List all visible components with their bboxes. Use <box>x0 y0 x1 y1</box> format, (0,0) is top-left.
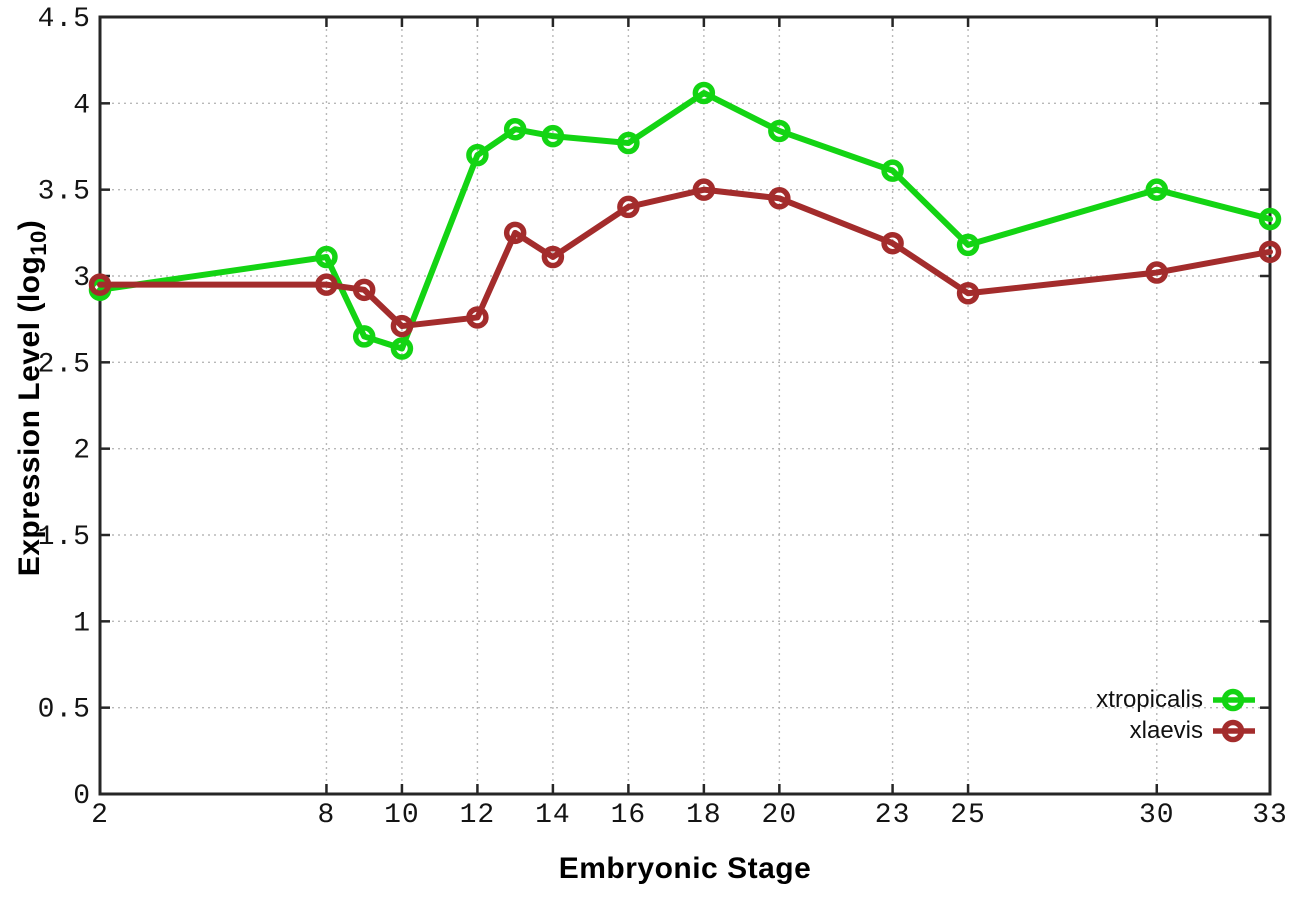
data-point-marker <box>466 306 489 329</box>
series-xtropicalis <box>88 81 1282 360</box>
data-point-marker <box>768 187 791 210</box>
x-tick-label: 14 <box>535 800 571 831</box>
y-tick-label: 3.5 <box>38 177 91 208</box>
y-tick-label: 2 <box>73 436 91 467</box>
data-point-marker <box>315 245 338 269</box>
y-tick-label: 4.5 <box>38 4 91 35</box>
data-point-marker <box>1145 261 1169 284</box>
series-xlaevis <box>88 178 1282 338</box>
y-tick-label: 2.5 <box>38 349 91 380</box>
data-point-marker <box>315 273 338 296</box>
data-point-marker <box>541 124 565 148</box>
x-tick-label: 8 <box>318 800 336 831</box>
data-point-marker <box>503 221 527 245</box>
x-tick-label: 10 <box>384 800 420 831</box>
y-tick-label: 0 <box>73 781 91 812</box>
data-point-marker <box>692 178 716 201</box>
data-point-marker <box>1258 240 1282 264</box>
data-point-marker <box>352 325 376 348</box>
data-point-marker <box>617 195 640 219</box>
series-line-xtropicalis <box>97 89 1273 352</box>
data-point-marker <box>390 314 414 338</box>
line-circle-marker-icon <box>1213 719 1255 743</box>
y-axis-title-subscript: 10 <box>26 230 51 256</box>
x-tick-label: 12 <box>460 800 496 831</box>
legend-label: xlaevis <box>1129 717 1203 744</box>
y-axis-title-close: ) <box>13 219 46 231</box>
x-tick-label: 16 <box>611 800 647 831</box>
y-axis-title-text: Expression Level (log <box>13 255 46 577</box>
line-circle-marker-icon <box>1213 688 1255 712</box>
data-point-marker <box>541 245 565 269</box>
data-point-marker <box>88 273 112 296</box>
plot-border <box>98 15 1272 796</box>
data-point-marker <box>768 119 791 143</box>
x-tick-label: 33 <box>1252 800 1288 831</box>
x-tick-label: 2 <box>91 800 109 831</box>
y-tick-label: 4 <box>73 90 91 121</box>
tick-labels: 2 8 10 12 14 16 18 20 23 25 30 33 0 0.5 1 1.5 2 2.5 3 3.5 4 4… <box>38 4 1288 831</box>
data-point-marker <box>1145 178 1169 201</box>
data-point-marker <box>956 282 980 305</box>
x-tick-label: 20 <box>762 800 798 831</box>
data-point-marker <box>503 117 527 141</box>
y-tick-label: 1 <box>73 608 91 639</box>
axis-ticks <box>98 15 1272 796</box>
data-point-marker <box>390 337 414 360</box>
data-point-marker <box>881 231 904 255</box>
x-tick-label: 30 <box>1139 800 1175 831</box>
y-tick-label: 3 <box>73 263 91 294</box>
data-point-marker <box>617 131 640 155</box>
data-point-marker <box>956 233 980 257</box>
y-tick-label: 1.5 <box>38 522 91 553</box>
data-point-marker <box>352 278 376 302</box>
data-point-marker <box>881 159 904 182</box>
x-tick-label: 18 <box>686 800 722 831</box>
y-tick-label: 0.5 <box>38 695 91 726</box>
y-axis-title: Expression Level (log10) <box>13 219 51 577</box>
grid-lines <box>100 16 1270 794</box>
legend-label: xtropicalis <box>1096 686 1203 713</box>
data-point-marker <box>692 81 716 105</box>
x-axis-title: Embryonic Stage <box>558 852 812 885</box>
data-point-marker <box>466 143 489 167</box>
x-tick-label: 23 <box>875 800 911 831</box>
data-point-marker <box>1258 207 1282 231</box>
legend-item-xlaevis: xlaevis <box>1130 717 1258 745</box>
legend-item-xtropicalis: xtropicalis <box>1096 686 1258 714</box>
x-tick-label: 25 <box>950 800 986 831</box>
